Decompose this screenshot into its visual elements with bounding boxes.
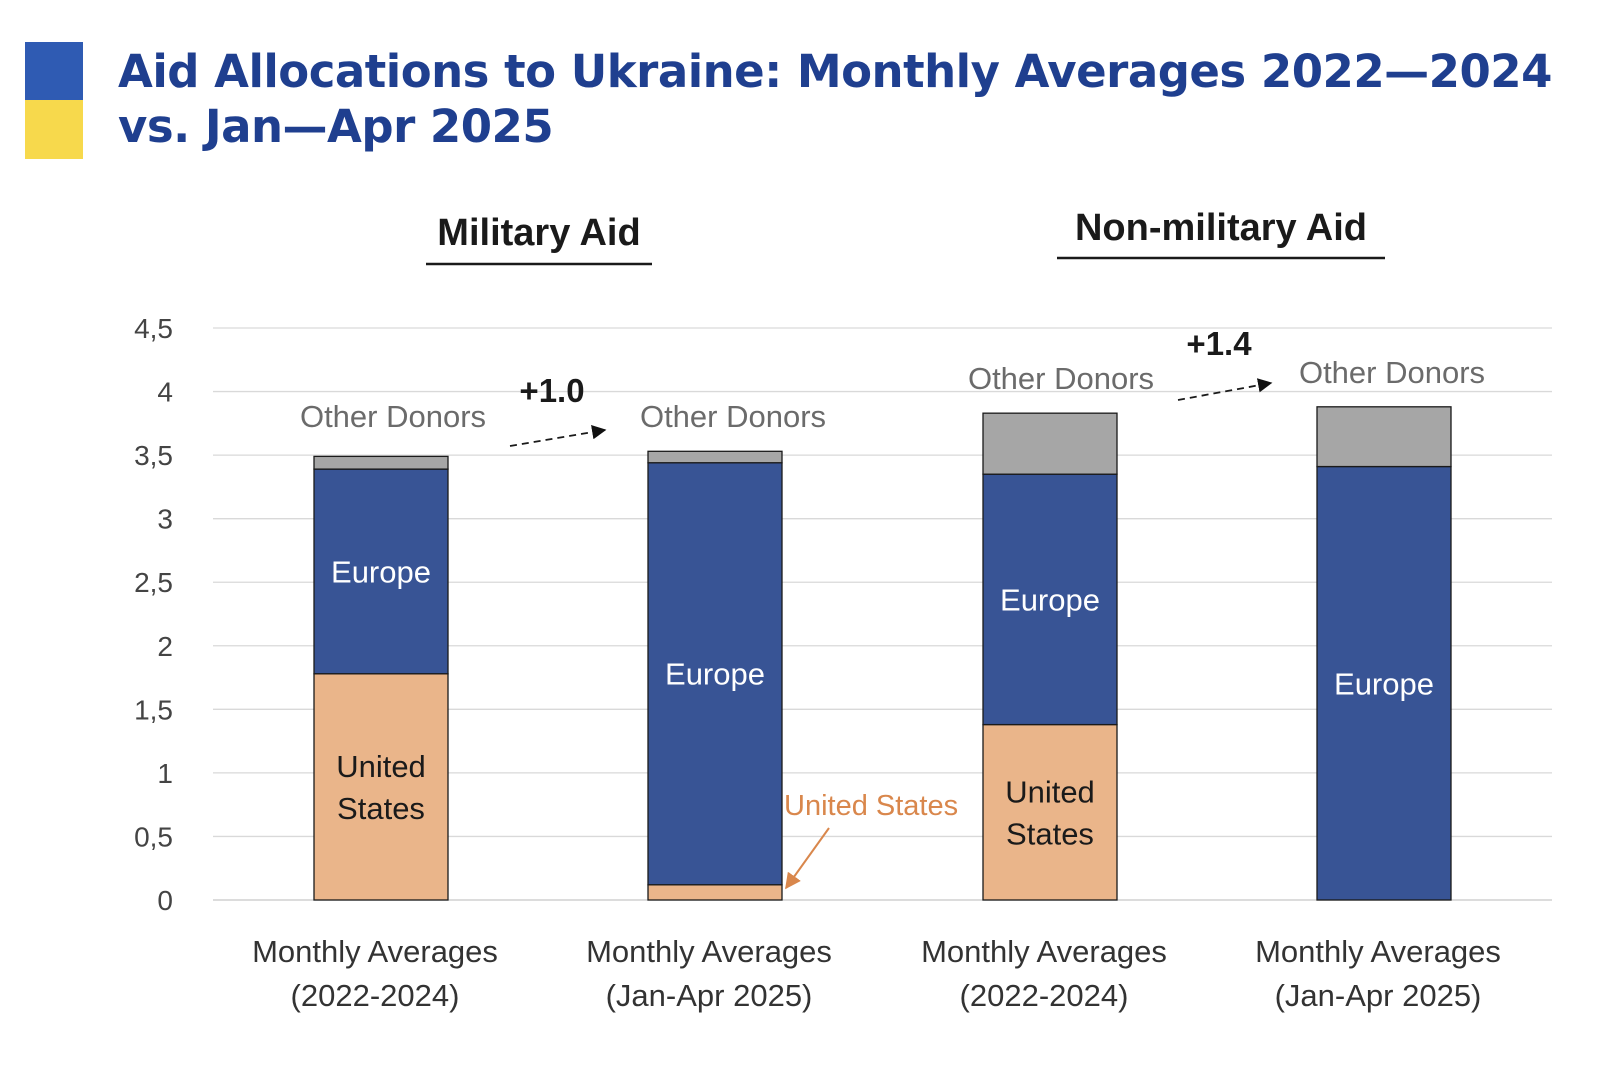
- bar-segment-europe: [1316, 465, 1452, 901]
- bar-segment-other-donors: [982, 412, 1118, 475]
- category-label: (Jan-Apr 2025): [1275, 978, 1482, 1013]
- flag-blue-stripe: [25, 42, 83, 100]
- category-label: (2022-2024): [960, 978, 1129, 1013]
- y-tick-label: 0,5: [134, 821, 173, 852]
- y-tick-label: 1: [157, 758, 173, 789]
- united-states-callout-arrow: [785, 827, 830, 890]
- other-donors-label: Other Donors: [968, 361, 1154, 396]
- y-tick-label: 2,5: [134, 567, 173, 598]
- y-tick-label: 2: [157, 631, 173, 662]
- bar-segment-europe: [647, 462, 783, 886]
- y-tick-label: 0: [157, 885, 173, 916]
- united-states-segment-label: States: [1006, 816, 1094, 851]
- other-donors-label: Other Donors: [640, 399, 826, 434]
- y-tick-label: 3: [157, 504, 173, 535]
- europe-segment-label: Europe: [1334, 666, 1434, 701]
- europe-segment-label: Europe: [331, 554, 431, 589]
- category-label: (2022-2024): [291, 978, 460, 1013]
- united-states-callout-label: United States: [784, 790, 958, 822]
- category-label: Monthly Averages: [252, 934, 498, 969]
- category-label: (Jan-Apr 2025): [606, 978, 813, 1013]
- united-states-segment-label: United: [1005, 774, 1095, 809]
- category-label: Monthly Averages: [586, 934, 832, 969]
- bar-segment-united-states: [313, 673, 449, 901]
- other-donors-label: Other Donors: [1299, 355, 1485, 390]
- bar-segment-other-donors: [1316, 406, 1452, 468]
- change-annotation: +1.0: [519, 372, 584, 409]
- bar-segment-other-donors: [647, 450, 783, 464]
- change-arrow: [1177, 378, 1273, 401]
- united-states-segment-label: United: [336, 749, 426, 784]
- other-donors-label: Other Donors: [300, 399, 486, 434]
- group-title: Non-military Aid: [1075, 207, 1367, 249]
- page-title: Aid Allocations to Ukraine: Monthly Aver…: [118, 44, 1552, 154]
- category-label: Monthly Averages: [921, 934, 1167, 969]
- y-tick-label: 1,5: [134, 694, 173, 725]
- title-line-2: vs. Jan—Apr 2025: [118, 100, 554, 153]
- change-arrow: [509, 425, 607, 447]
- y-tick-label: 4: [157, 377, 173, 408]
- change-annotation: +1.4: [1186, 325, 1252, 362]
- ukraine-flag: [25, 42, 83, 159]
- y-tick-label: 4,5: [134, 313, 173, 344]
- y-tick-label: 3,5: [134, 440, 173, 471]
- category-label: Monthly Averages: [1255, 934, 1501, 969]
- flag-yellow-stripe: [25, 100, 83, 159]
- europe-segment-label: Europe: [665, 657, 765, 692]
- bar-segment-united-states: [647, 884, 783, 901]
- bar-segment-other-donors: [313, 455, 449, 470]
- bar-segment-europe: [313, 468, 449, 675]
- united-states-segment-label: States: [337, 791, 425, 826]
- europe-segment-label: Europe: [1000, 582, 1100, 617]
- group-title: Military Aid: [437, 212, 640, 254]
- bar-segment-europe: [982, 473, 1118, 726]
- title-line-1: Aid Allocations to Ukraine: Monthly Aver…: [118, 45, 1552, 98]
- bar-segment-united-states: [982, 723, 1118, 901]
